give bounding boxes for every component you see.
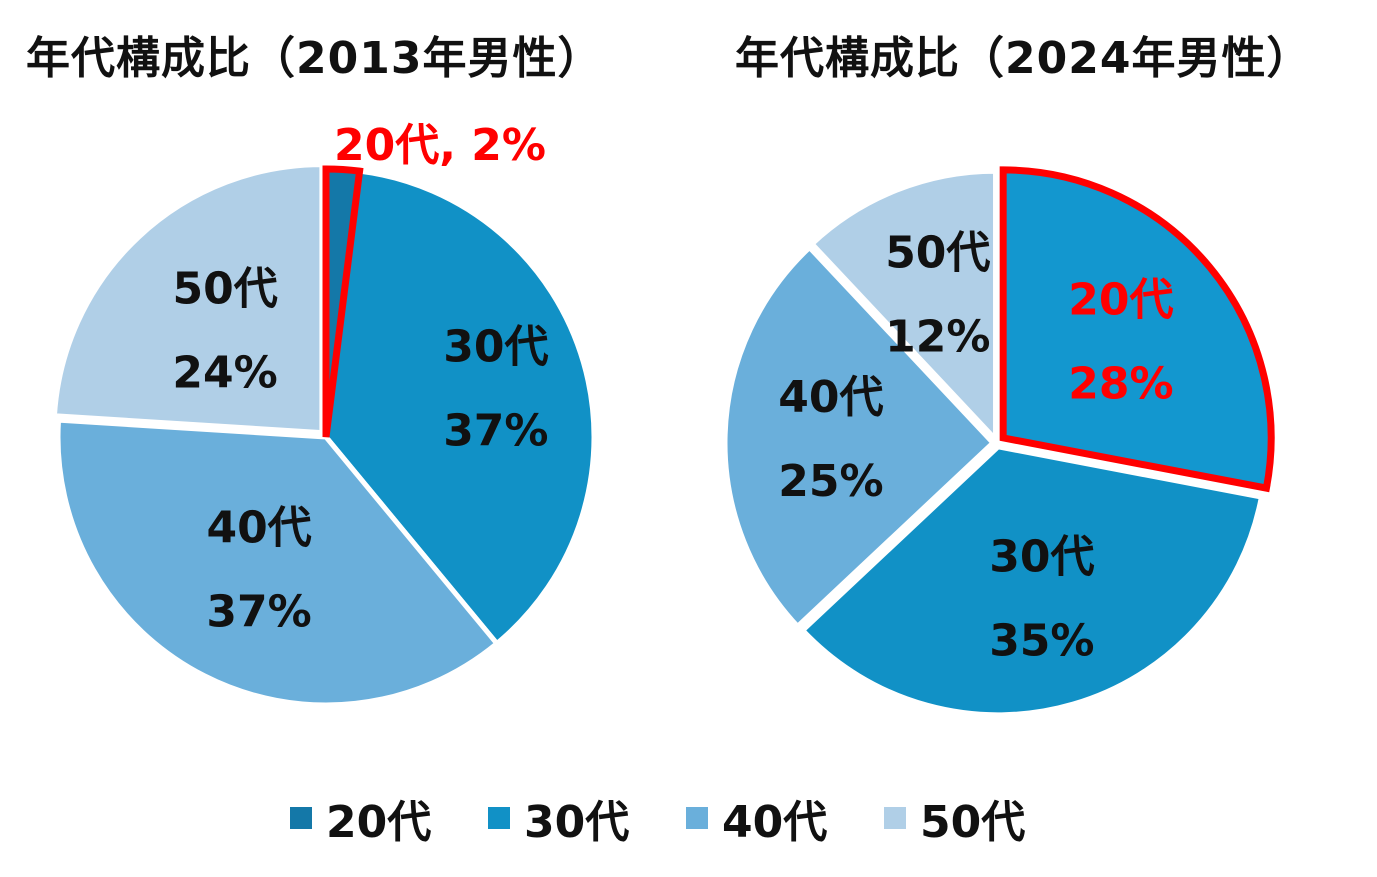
slice-40s-2024 [722,243,997,630]
data-label-pct-30s-2024: 35% [989,615,1094,666]
legend-item-40s: 40代 [686,786,827,850]
highlight-outline-2024 [999,166,1275,493]
slice-40s-2013 [55,417,501,708]
legend-swatch-40s [686,807,708,829]
data-label-name-40s-2024: 40代 [778,372,883,423]
legend: 20代 30代 40代 50代 [0,786,1377,848]
data-label-name-30s-2013: 30代 [443,322,548,373]
legend-swatch-50s [884,807,906,829]
chart-title-2013: 年代構成比（2013年男性） [26,33,603,84]
data-label-name-20s-2024: 20代 [1068,275,1173,326]
slice-30s-2013 [323,168,597,648]
pie-2013: 20代, 2% 30代 37% 40代 37% 50代 24% [51,120,597,708]
slice-30s-2024 [799,444,1265,718]
pie-2024: 20代 28% 30代 35% 40代 25% 50代 12% [722,166,1275,718]
legend-swatch-30s [488,807,510,829]
data-label-name-50s-2024: 50代 [885,227,990,278]
data-label-pct-40s-2024: 25% [778,456,883,507]
slice-20s-2024 [1000,167,1274,492]
data-label-name-40s-2013: 40代 [206,502,311,553]
legend-item-30s: 30代 [488,786,629,850]
highlight-outline-2013 [322,165,364,438]
data-label-pct-30s-2013: 37% [443,406,548,457]
legend-swatch-20s [290,807,312,829]
chart-title-2024: 年代構成比（2024年男性） [735,33,1312,84]
legend-item-50s: 50代 [884,786,1025,850]
data-label-pct-40s-2013: 37% [206,586,311,637]
data-label-name-30s-2024: 30代 [989,531,1094,582]
legend-label-30s: 30代 [524,797,630,848]
slice-50s-2013 [51,162,325,436]
legend-label-40s: 40代 [722,797,828,848]
data-label-pct-50s-2013: 24% [172,348,277,399]
legend-label-50s: 50代 [920,797,1026,848]
data-label-name-50s-2013: 50代 [172,264,277,315]
slice-50s-2024 [808,168,999,446]
data-label-pct-50s-2024: 12% [885,311,990,362]
data-label-20s-2013: 20代, 2% [334,120,546,171]
legend-item-20s: 20代 [290,786,431,850]
legend-label-20s: 20代 [326,797,432,848]
data-label-pct-20s-2024: 28% [1068,359,1173,410]
